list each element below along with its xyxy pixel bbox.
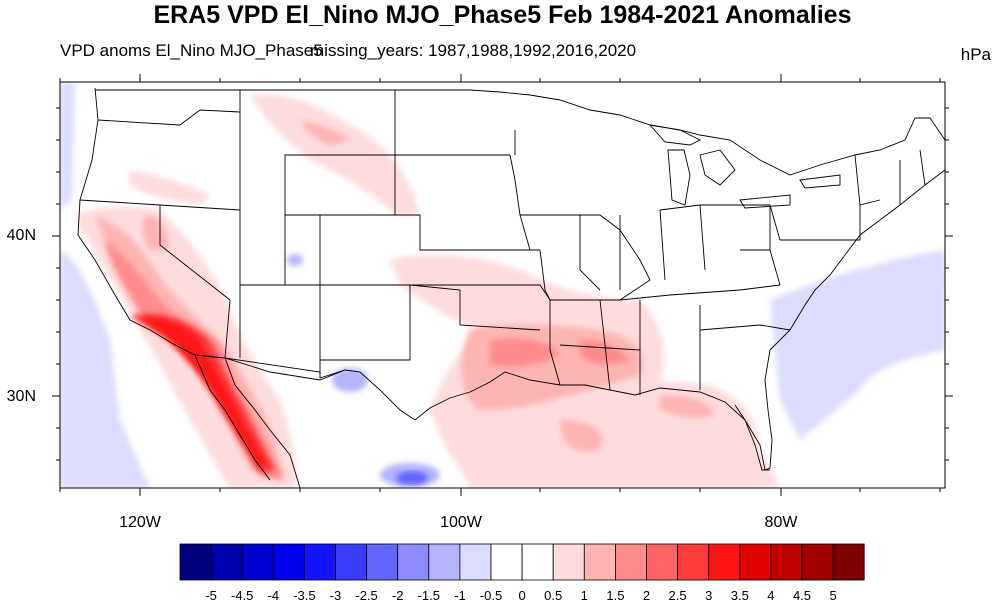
colorbar-label: -3 — [330, 588, 342, 603]
axis-ticks — [52, 74, 953, 496]
colorbar-label: 3.5 — [731, 588, 749, 603]
colorbar-label: 2 — [643, 588, 650, 603]
colorbar-label: -1 — [454, 588, 466, 603]
colorbar-label: 0.5 — [544, 588, 562, 603]
colorbar-label: 1 — [581, 588, 588, 603]
colorbar-swatch — [583, 543, 616, 581]
left-subtitle: VPD anoms El_Nino MJO_Phase5 — [60, 41, 323, 60]
colorbar-swatch — [646, 543, 679, 581]
colorbar-swatch — [615, 543, 647, 581]
colorbar-swatch — [366, 543, 399, 581]
colorbar-swatch — [739, 543, 772, 581]
map-title: ERA5 VPD El_Nino MJO_Phase5 Feb 1984-202… — [153, 1, 852, 29]
colorbar-swatch — [677, 543, 710, 581]
lon-tick-80w: 80W — [765, 514, 799, 531]
colorbar-swatch — [428, 543, 461, 581]
colorbar-swatch — [832, 543, 865, 581]
colorbar-label: 4 — [767, 588, 774, 603]
lat-tick-30n: 30N — [7, 388, 36, 405]
anomaly-field — [60, 82, 945, 488]
colorbar-label: -2.5 — [355, 588, 377, 603]
colorbar-label: 4.5 — [793, 588, 811, 603]
colorbar-swatch — [770, 543, 803, 581]
colorbar-label: -0.5 — [480, 588, 502, 603]
colorbar-swatch — [241, 543, 274, 581]
map-frame — [59, 81, 946, 489]
colorbar-swatch — [179, 543, 212, 581]
colorbar-label: -4 — [268, 588, 280, 603]
colorbar-swatch — [801, 543, 834, 581]
colorbar-swatch — [303, 543, 336, 581]
colorbar-label: -4.5 — [231, 588, 253, 603]
colorbar-label: -1.5 — [418, 588, 440, 603]
colorbar-swatch — [272, 543, 305, 581]
colorbar-swatch — [210, 543, 243, 581]
colorbar-swatch — [708, 543, 741, 581]
colorbar-swatch — [459, 543, 492, 581]
colorbar-label: 5 — [829, 588, 836, 603]
colorbar-swatch — [335, 543, 368, 581]
boundaries — [77, 87, 945, 488]
units-label: hPa — [960, 45, 991, 64]
colorbar: -5 -4.5 -4 -3.5 -3 -2.5 -2 -1.5 -1 -0.5 0 0.5 1 1.5 2 2… — [179, 543, 865, 603]
lon-tick-100w: 100W — [440, 514, 483, 531]
colorbar-label: 1.5 — [606, 588, 624, 603]
colorbar-label: 0 — [518, 588, 525, 603]
colorbar-label: 2.5 — [669, 588, 687, 603]
colorbar-swatch — [397, 543, 430, 581]
colorbar-label: -5 — [205, 588, 217, 603]
missing-years-subtitle: missing_years: 1987,1988,1992,2016,2020 — [310, 41, 637, 60]
colorbar-swatch — [552, 543, 585, 581]
colorbar-label: -2 — [392, 588, 404, 603]
colorbar-swatch — [521, 543, 554, 581]
colorbar-swatch — [490, 543, 523, 581]
lon-tick-120w: 120W — [119, 514, 162, 531]
colorbar-label: -3.5 — [293, 588, 315, 603]
colorbar-label: 3 — [705, 588, 712, 603]
lat-tick-40n: 40N — [7, 227, 36, 244]
